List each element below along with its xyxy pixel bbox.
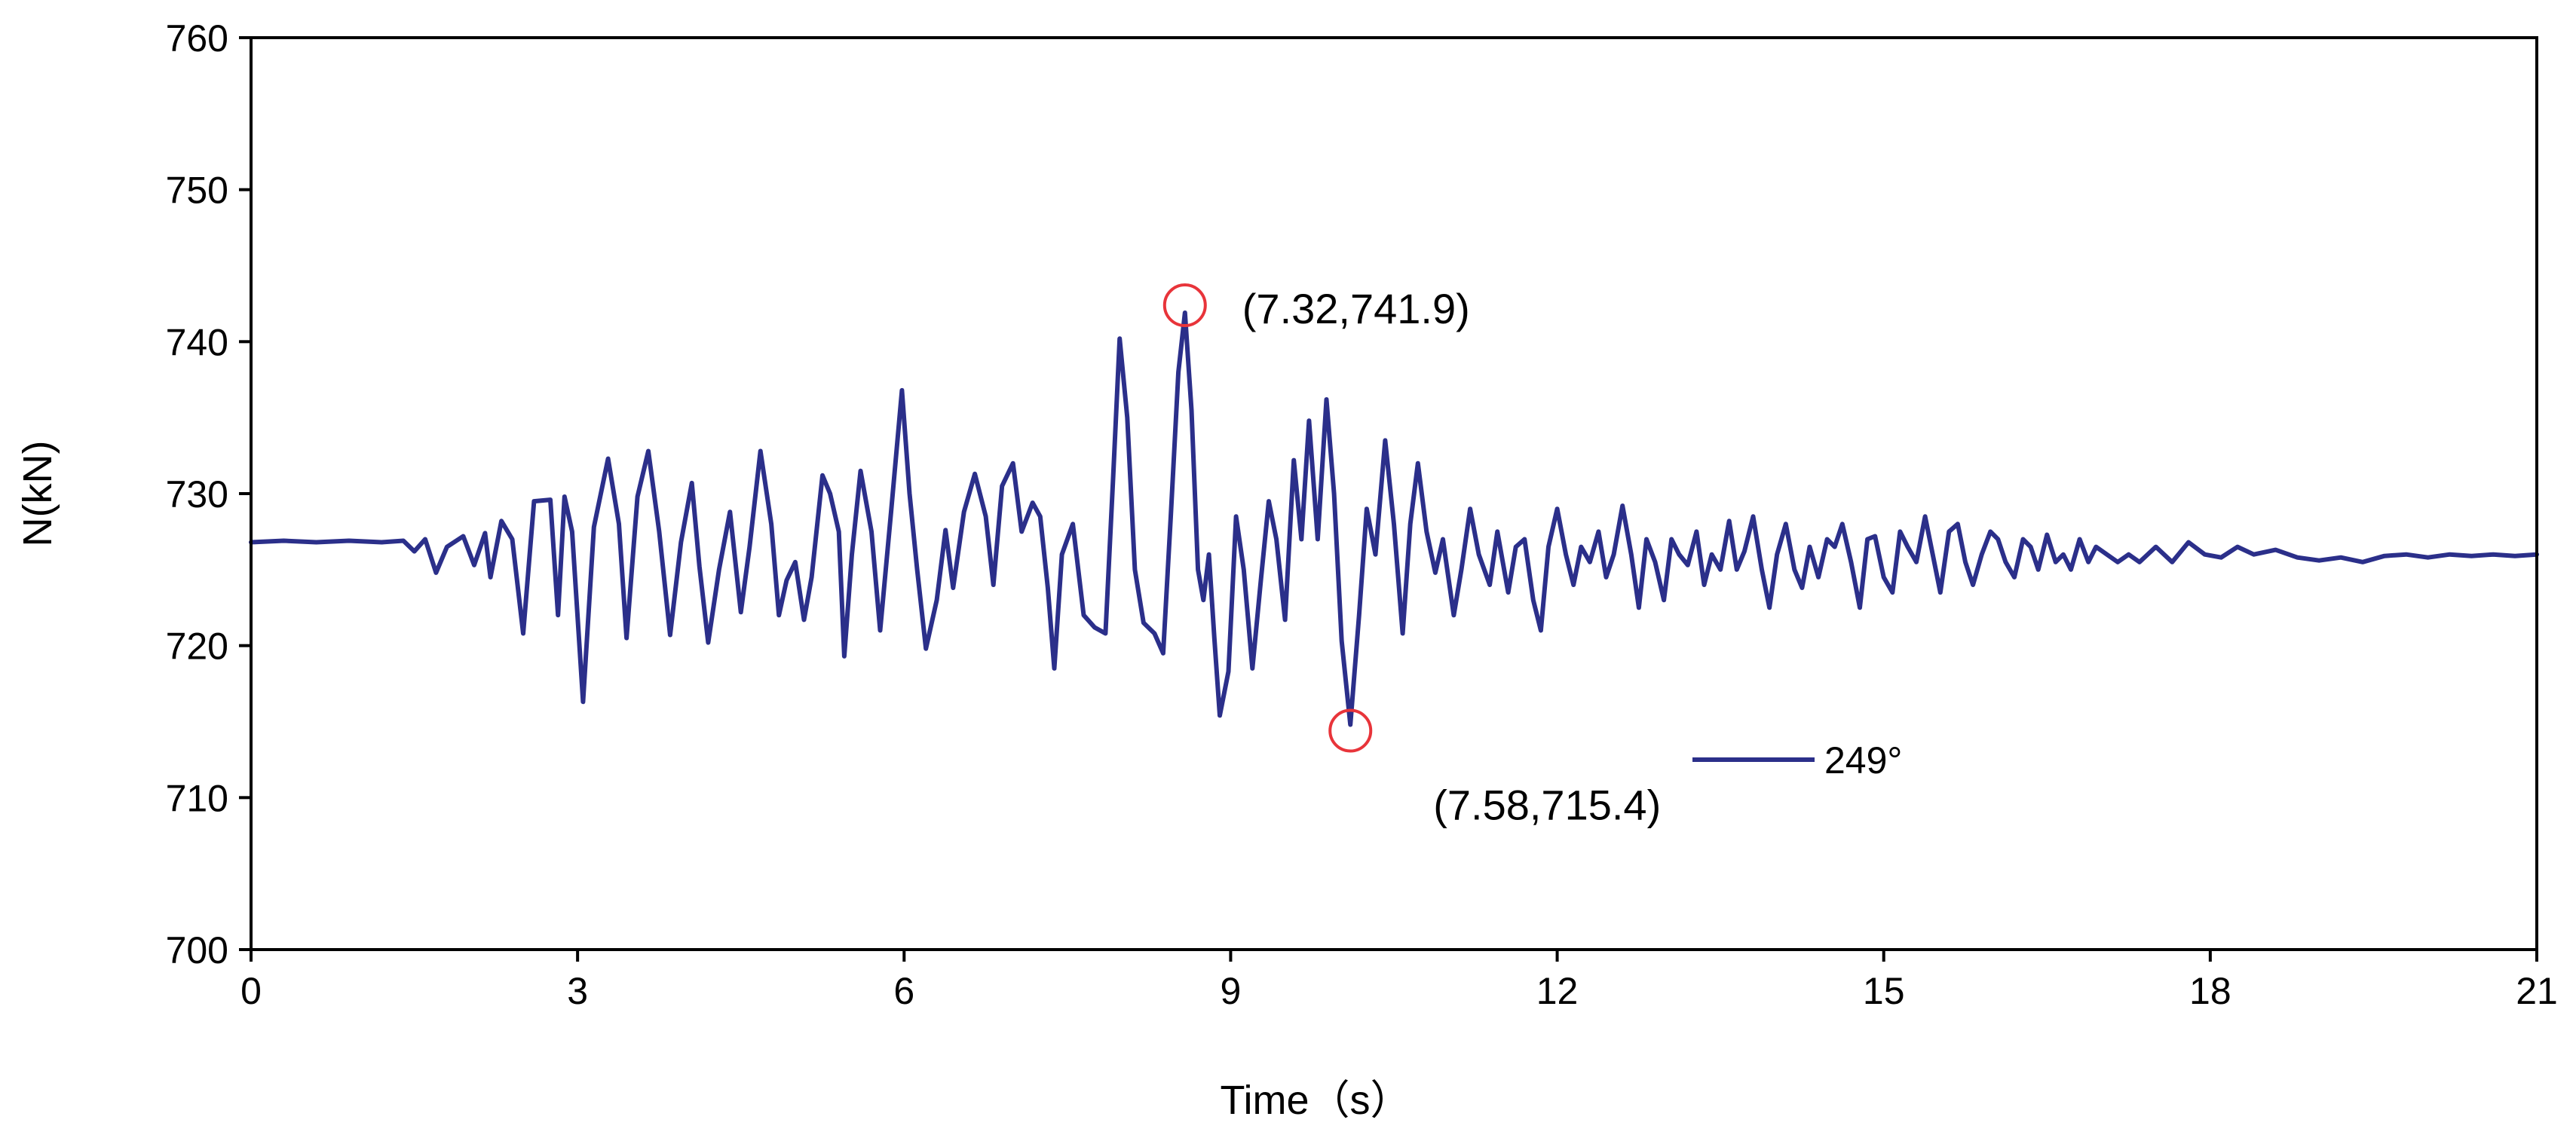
annotation-label: (7.58,715.4) (1433, 782, 1661, 829)
x-tick-label: 15 (1863, 970, 1905, 1012)
series-line (249, 311, 2539, 727)
y-tick-label: 750 (166, 170, 228, 212)
x-tick-label: 0 (240, 970, 262, 1012)
y-axis-title: N(kN) (15, 441, 60, 547)
annotation-label: (7.32,741.9) (1242, 285, 1470, 332)
annotations: (7.32,741.9) (7.58,715.4) (1162, 283, 1661, 829)
legend-label: 249° (1824, 739, 1902, 782)
x-tick-label: 3 (567, 970, 588, 1012)
x-tick-label: 9 (1221, 970, 1242, 1012)
x-axis: 0 3 6 9 12 15 18 21 (240, 950, 2558, 1012)
annotation-marker (1328, 708, 1373, 753)
y-tick-label: 700 (166, 929, 228, 971)
x-tick-label: 18 (2189, 970, 2231, 1012)
y-tick-label: 720 (166, 626, 228, 668)
y-tick-label: 730 (166, 473, 228, 515)
y-tick-label: 760 (166, 17, 228, 60)
x-tick-label: 12 (1536, 970, 1579, 1012)
x-axis-title: Time（s） (1221, 1078, 1411, 1123)
y-tick-label: 740 (166, 321, 228, 363)
y-tick-label: 710 (166, 777, 228, 819)
x-tick-label: 6 (893, 970, 914, 1012)
annotation-marker (1162, 283, 1207, 328)
legend: 249° (1692, 739, 1902, 782)
y-axis: 700 710 720 730 740 750 760 (166, 17, 251, 971)
series-layer (249, 311, 2539, 727)
x-tick-label: 21 (2516, 970, 2558, 1012)
